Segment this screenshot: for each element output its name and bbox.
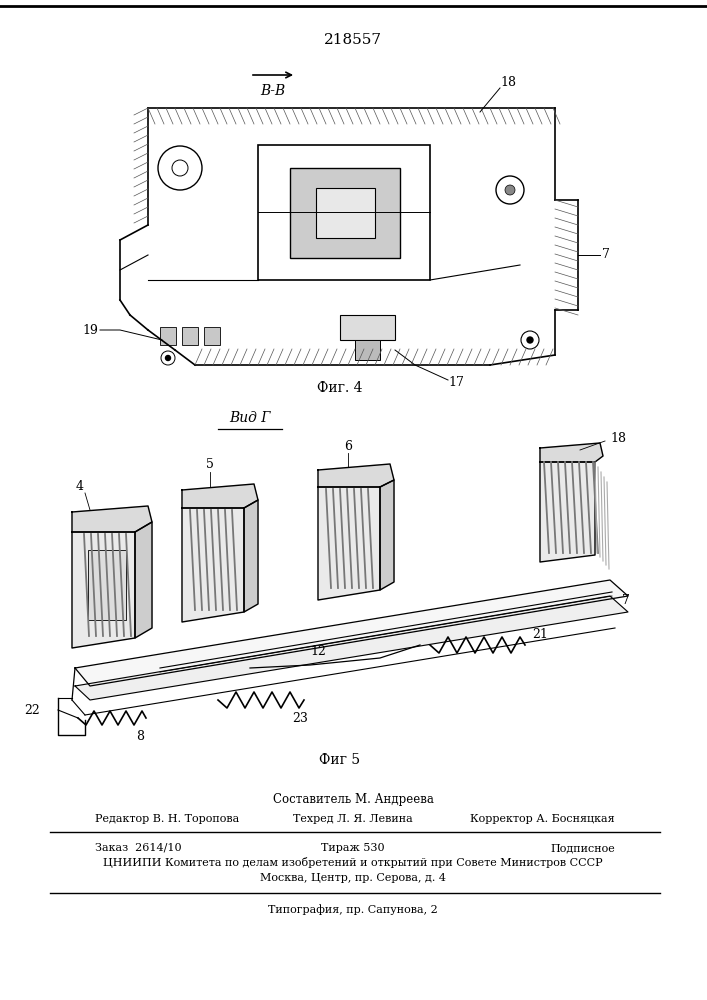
- Text: Заказ  2614/10: Заказ 2614/10: [95, 843, 182, 853]
- Circle shape: [165, 356, 170, 360]
- Text: 4: 4: [76, 481, 84, 493]
- Bar: [182, 327, 198, 345]
- Text: 7: 7: [602, 248, 610, 261]
- Polygon shape: [75, 580, 628, 686]
- Polygon shape: [318, 464, 394, 487]
- Text: 22: 22: [24, 704, 40, 716]
- Text: 12: 12: [310, 645, 326, 658]
- Text: ЦНИИПИ Комитета по делам изобретений и открытий при Совете Министров СССР: ЦНИИПИ Комитета по делам изобретений и о…: [103, 857, 603, 868]
- Polygon shape: [72, 532, 135, 648]
- Text: 21: 21: [532, 629, 548, 642]
- Bar: [204, 327, 220, 345]
- Bar: [160, 327, 176, 345]
- Bar: [290, 168, 400, 258]
- Text: 17: 17: [448, 376, 464, 389]
- Text: В-В: В-В: [260, 84, 286, 98]
- Text: Москва, Центр, пр. Серова, д. 4: Москва, Центр, пр. Серова, д. 4: [260, 873, 446, 883]
- Polygon shape: [182, 484, 258, 508]
- Text: Типография, пр. Сапунова, 2: Типография, пр. Сапунова, 2: [268, 905, 438, 915]
- Text: 7: 7: [622, 593, 630, 606]
- Bar: [88, 550, 126, 620]
- Polygon shape: [318, 487, 380, 600]
- Bar: [258, 145, 430, 280]
- Polygon shape: [182, 508, 244, 622]
- Text: 19: 19: [82, 324, 98, 336]
- Circle shape: [505, 185, 515, 195]
- Text: 5: 5: [206, 458, 214, 472]
- Text: Подписное: Подписное: [550, 843, 615, 853]
- Text: Техред Л. Я. Левина: Техред Л. Я. Левина: [293, 814, 413, 824]
- Text: Фиг. 4: Фиг. 4: [317, 381, 363, 395]
- Text: Составитель М. Андреева: Составитель М. Андреева: [273, 794, 433, 806]
- Text: Тираж 530: Тираж 530: [321, 843, 385, 853]
- Circle shape: [527, 337, 533, 343]
- Bar: [355, 340, 380, 360]
- Text: Фиг 5: Фиг 5: [320, 753, 361, 767]
- Polygon shape: [380, 480, 394, 590]
- Polygon shape: [540, 462, 595, 562]
- Polygon shape: [540, 443, 603, 462]
- Polygon shape: [72, 506, 152, 532]
- Text: 23: 23: [292, 712, 308, 725]
- Text: 6: 6: [344, 440, 352, 454]
- Text: 18: 18: [610, 432, 626, 444]
- Text: Корректор А. Босняцкая: Корректор А. Босняцкая: [470, 814, 615, 824]
- Text: 218557: 218557: [324, 33, 382, 47]
- Text: 18: 18: [500, 76, 516, 89]
- Polygon shape: [244, 500, 258, 612]
- Text: 8: 8: [136, 730, 144, 743]
- Bar: [316, 188, 375, 238]
- Text: Редактор В. Н. Торопова: Редактор В. Н. Торопова: [95, 814, 239, 824]
- Polygon shape: [75, 596, 628, 700]
- Bar: [340, 315, 395, 340]
- Polygon shape: [135, 522, 152, 638]
- Text: Вид Г: Вид Г: [229, 411, 271, 425]
